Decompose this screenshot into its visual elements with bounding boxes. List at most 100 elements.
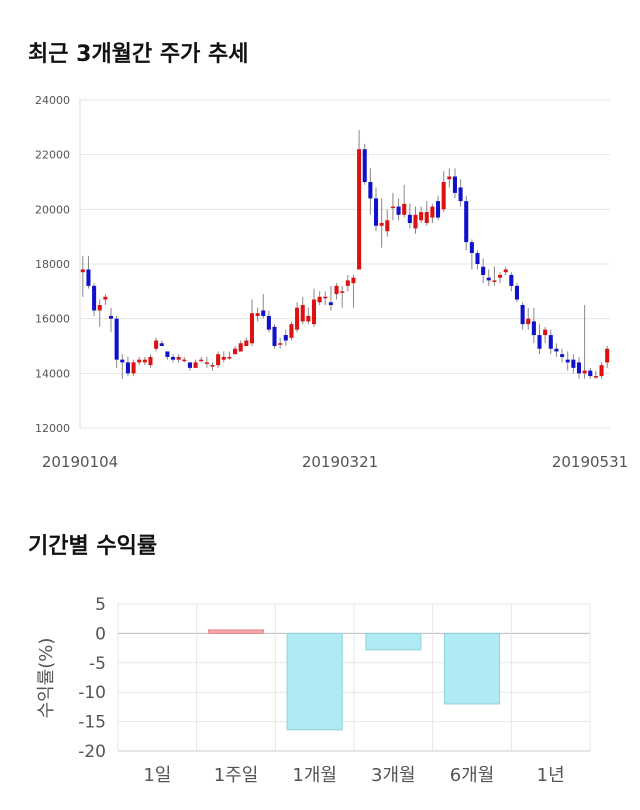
- candle-body: [362, 149, 367, 182]
- candle-body: [390, 206, 395, 209]
- candle-body: [210, 365, 215, 367]
- candle-body: [154, 340, 159, 349]
- candle-body: [261, 310, 266, 316]
- y-tick-label: 5: [95, 595, 106, 615]
- candle-body: [97, 305, 102, 311]
- candle-body: [148, 356, 153, 366]
- candle-body: [492, 280, 497, 282]
- candle-body: [576, 362, 582, 374]
- candle-body: [199, 359, 204, 362]
- candle-body: [396, 206, 401, 215]
- candle-body: [520, 305, 525, 325]
- candle-body: [80, 269, 85, 273]
- candle-body: [430, 206, 435, 218]
- candle-body: [582, 370, 587, 374]
- candle-body: [142, 359, 147, 363]
- candle-body: [345, 280, 350, 286]
- candle-body: [407, 214, 412, 223]
- candle-body: [171, 356, 176, 360]
- candle-body: [311, 299, 317, 325]
- candle-body: [514, 285, 519, 300]
- return-bar: [207, 629, 265, 634]
- candle-body: [103, 296, 108, 300]
- candle-body: [159, 343, 164, 346]
- candle-body: [317, 296, 322, 303]
- candle-body: [424, 212, 429, 223]
- y-tick-label: -5: [89, 654, 106, 674]
- candle-body: [543, 329, 548, 336]
- y-tick-label: 24000: [35, 94, 70, 107]
- candle-body: [441, 182, 446, 210]
- candle-body: [108, 315, 114, 319]
- candle-body: [588, 370, 593, 377]
- returns-chart-title: 기간별 수익률: [28, 534, 158, 559]
- candle-body: [238, 343, 243, 352]
- candle-body: [272, 326, 277, 346]
- candle-body: [548, 335, 553, 349]
- candle-body: [469, 242, 474, 254]
- candle-body: [334, 285, 339, 295]
- candle-body: [486, 277, 491, 281]
- x-tick-label: 20190531: [552, 453, 628, 471]
- candle-body: [165, 351, 170, 357]
- candle-body: [266, 315, 271, 330]
- candle-body: [554, 348, 559, 352]
- price-chart-title: 최근 3개월간 주가 추세: [28, 42, 249, 67]
- candle-body: [176, 356, 181, 360]
- candle-body: [402, 203, 407, 215]
- candle-body: [278, 343, 283, 345]
- candle-body: [216, 354, 221, 366]
- candle-body: [249, 313, 254, 344]
- y-tick-label: -10: [78, 683, 106, 703]
- candle-body: [328, 302, 333, 305]
- candle-body: [306, 315, 311, 322]
- candle-body: [531, 321, 536, 336]
- y-tick-label: 12000: [35, 422, 70, 435]
- candle-body: [120, 359, 125, 363]
- candlestick-chart: 12000 14000 16000 18000 20000 22000 24000 20190…: [35, 94, 628, 471]
- candle-body: [182, 359, 187, 362]
- candle-body: [283, 335, 288, 341]
- candle-body: [475, 253, 480, 264]
- candle-body: [357, 149, 362, 270]
- return-bar: [443, 632, 501, 705]
- return-bar: [365, 632, 422, 651]
- candle-body: [244, 340, 249, 346]
- candle-body: [537, 335, 542, 349]
- candle-body: [221, 356, 226, 360]
- y-tick-label: 16000: [35, 313, 70, 326]
- x-tick-label: 6개월: [450, 765, 495, 786]
- candle-body: [137, 359, 142, 363]
- candle-body: [593, 376, 598, 378]
- candle-body: [86, 269, 91, 286]
- y-tick-label: 18000: [35, 258, 70, 271]
- y-tick-label: 22000: [35, 149, 70, 162]
- candle-body: [379, 223, 384, 226]
- y-axis-label: 수익률(%): [36, 638, 57, 719]
- y-tick-label: 14000: [35, 367, 70, 380]
- candle-body: [560, 354, 565, 357]
- candle-body: [605, 348, 610, 363]
- x-tick-label: 20190104: [42, 453, 118, 471]
- candle-body: [373, 198, 379, 226]
- candle-body: [323, 296, 328, 299]
- candle-body: [300, 305, 305, 322]
- candle-body: [255, 313, 260, 316]
- candle-body: [413, 214, 418, 229]
- candle-body: [481, 266, 486, 275]
- candle-body: [385, 220, 390, 232]
- y-tick-label: 0: [95, 624, 106, 644]
- candle-body: [452, 176, 457, 193]
- candle-body: [526, 318, 531, 325]
- x-tick-label: 1개월: [292, 765, 337, 786]
- y-tick-label: 20000: [35, 203, 70, 216]
- candle-body: [368, 182, 373, 199]
- candle-body: [419, 212, 424, 221]
- candle-body: [571, 359, 576, 368]
- x-tick-label: 1주일: [214, 765, 259, 786]
- x-tick-label: 1일: [143, 765, 171, 786]
- candle-body: [498, 274, 503, 278]
- candle-body: [464, 201, 469, 243]
- candle-body: [193, 362, 198, 368]
- candle-body: [599, 365, 604, 377]
